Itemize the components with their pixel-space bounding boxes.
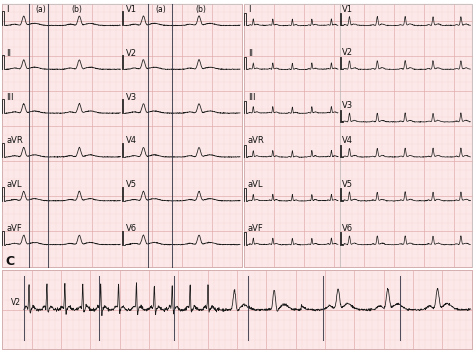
Bar — [244, 4, 472, 267]
Text: aVR: aVR — [248, 137, 264, 145]
Text: (a): (a) — [36, 5, 46, 14]
Text: V3: V3 — [126, 92, 137, 102]
Text: III: III — [6, 92, 14, 102]
Bar — [2, 270, 472, 349]
Text: V2: V2 — [126, 49, 137, 58]
Bar — [2, 4, 242, 267]
Text: V2: V2 — [342, 48, 353, 58]
Text: V5: V5 — [126, 180, 137, 189]
Text: (b): (b) — [71, 5, 82, 14]
Text: aVL: aVL — [6, 180, 22, 189]
Text: V2: V2 — [11, 298, 21, 307]
Text: V4: V4 — [342, 136, 353, 145]
Text: V3: V3 — [342, 101, 353, 110]
Text: V6: V6 — [126, 224, 137, 233]
Text: aVF: aVF — [6, 224, 22, 233]
Text: II: II — [248, 49, 253, 58]
Text: (b): (b) — [195, 5, 206, 14]
Text: aVL: aVL — [248, 180, 264, 189]
Text: (a): (a) — [155, 5, 166, 14]
Text: III: III — [248, 92, 255, 102]
Text: V5: V5 — [342, 180, 353, 189]
Text: B: B — [247, 0, 256, 2]
Text: I: I — [6, 5, 9, 14]
Text: aVF: aVF — [248, 224, 264, 233]
Text: A: A — [5, 0, 15, 2]
Text: V1: V1 — [126, 5, 137, 14]
Text: aVR: aVR — [6, 137, 23, 145]
Text: V6: V6 — [342, 224, 353, 233]
Text: V1: V1 — [342, 5, 353, 13]
Text: V4: V4 — [126, 137, 137, 145]
Text: I: I — [248, 5, 250, 14]
Text: II: II — [6, 49, 11, 58]
Text: C: C — [5, 255, 14, 268]
